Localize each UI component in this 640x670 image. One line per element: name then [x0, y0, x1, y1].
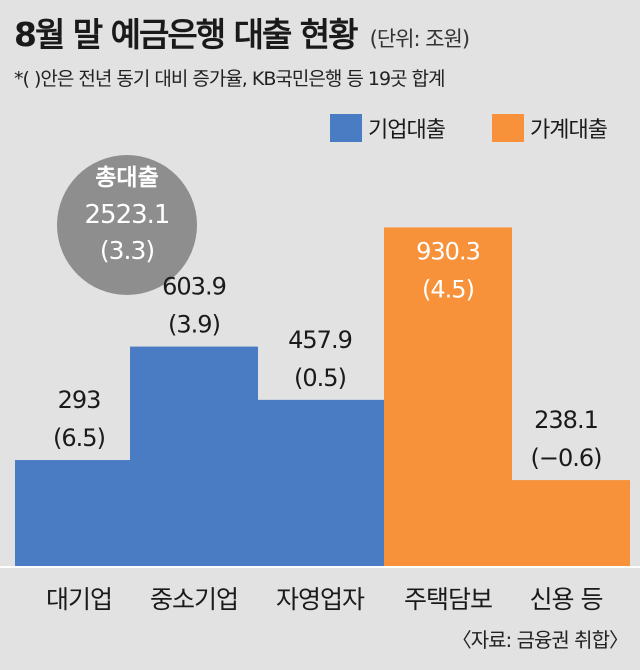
- value-label-2: 603.9: [162, 273, 226, 301]
- legend-label-household: 가계대출: [530, 118, 608, 143]
- bars-group: 293 (6.5) 대기업 603.9 (3.9) 중소기업 457.9 (0.5) 자영업자 9…: [15, 227, 630, 614]
- total-badge: [57, 155, 197, 295]
- legend-swatch-household: [492, 114, 524, 142]
- chart-unit: (단위: 조원): [369, 27, 470, 51]
- category-label-2: 중소기업: [150, 585, 238, 614]
- value-label-4: 930.3: [416, 237, 480, 265]
- total-label: 총대출: [95, 165, 158, 191]
- growth-label-3: (0.5): [294, 364, 346, 392]
- total-growth: (3.3): [100, 236, 154, 265]
- value-label-5: 238.1: [534, 406, 598, 434]
- chart-header: 8월 말 예금은행 대출 현황 (단위: 조원): [14, 8, 470, 56]
- total-value: 2523.1: [85, 200, 170, 230]
- bar-4: [384, 227, 512, 568]
- legend-label-corporate: 기업대출: [368, 118, 446, 143]
- category-label-3: 자영업자: [276, 585, 365, 614]
- value-label-1: 293: [58, 386, 101, 414]
- chart-note: *( )안은 전년 동기 대비 증가율, KB국민은행 등 19곳 합계: [14, 68, 446, 90]
- chart-title: 8월 말 예금은행 대출 현황: [14, 15, 359, 54]
- value-label-3: 457.9: [288, 326, 352, 354]
- source-note: 〈자료: 금융권 취합〉: [451, 628, 629, 652]
- bar-3: [256, 399, 384, 567]
- category-label-4: 주택담보: [404, 585, 492, 614]
- category-label-1: 대기업: [46, 585, 112, 614]
- bar-1: [15, 460, 143, 567]
- bar-2: [130, 346, 258, 567]
- legend-item-corporate: 기업대출: [330, 113, 446, 143]
- growth-label-2: (3.9): [168, 311, 220, 339]
- growth-label-4: (4.5): [422, 275, 474, 303]
- growth-label-1: (6.5): [53, 424, 105, 452]
- category-label-5: 신용 등: [530, 585, 603, 614]
- legend-swatch-corporate: [330, 114, 362, 142]
- growth-label-5: (−0.6): [530, 444, 601, 472]
- legend-item-household: 가계대출: [492, 113, 608, 143]
- bar-5: [502, 480, 630, 567]
